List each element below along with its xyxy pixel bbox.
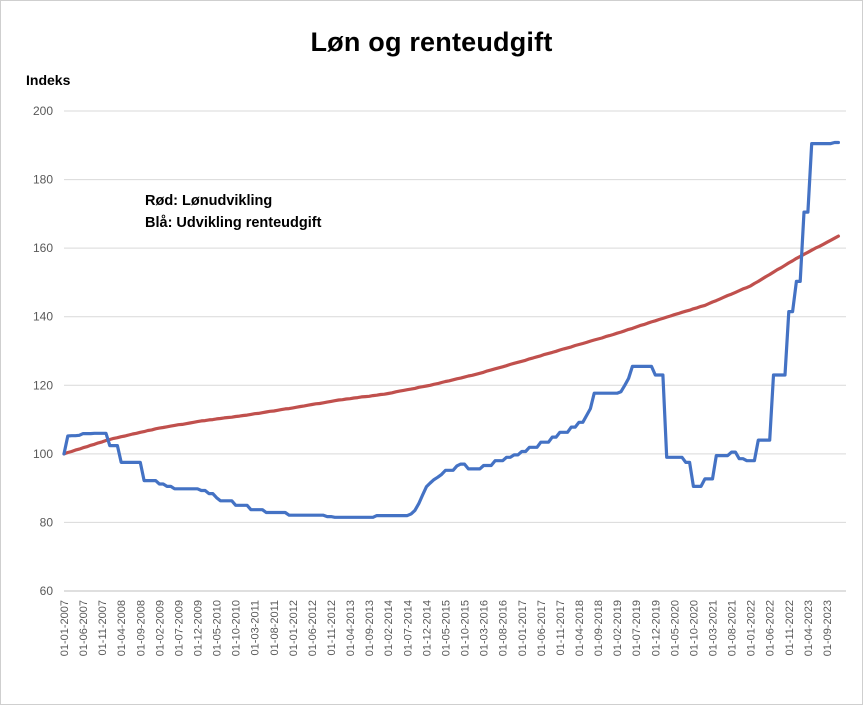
x-tick-label: 01-10-2020	[688, 600, 700, 656]
x-tick-label: 01-12-2009	[193, 600, 205, 656]
x-tick-label: 01-06-2022	[765, 600, 777, 656]
x-tick-label: 01-01-2012	[288, 600, 300, 656]
y-tick-label: 100	[33, 447, 53, 461]
x-tick-label: 01-06-2007	[78, 600, 90, 656]
x-tick-label: 01-04-2018	[574, 600, 586, 656]
y-tick-label: 120	[33, 378, 53, 392]
x-tick-label: 01-01-2022	[746, 600, 758, 656]
x-tick-label: 01-10-2015	[460, 600, 472, 656]
x-tick-label: 01-08-2011	[269, 600, 281, 655]
y-axis-tick-labels: 60 80 100 120 140 160 180 200	[33, 104, 53, 598]
y-tick-label: 160	[33, 241, 53, 255]
x-tick-label: 01-07-2019	[631, 600, 643, 656]
x-tick-label: 01-11-2017	[555, 600, 567, 655]
y-axis-unit-label: Indeks	[26, 72, 71, 88]
x-tick-label: 01-05-2020	[669, 600, 681, 656]
x-tick-label: 01-08-2016	[498, 600, 510, 656]
x-tick-label: 01-12-2014	[421, 600, 433, 656]
x-tick-label: 01-01-2017	[517, 600, 529, 656]
x-tick-label: 01-05-2015	[440, 600, 452, 656]
x-tick-label: 01-02-2019	[612, 600, 624, 656]
x-tick-label: 01-07-2009	[173, 600, 185, 656]
gridlines	[64, 110, 846, 592]
legend-annotation-line-blue: Blå: Udvikling renteudgift	[145, 215, 322, 231]
x-tick-label: 01-09-2013	[364, 600, 376, 656]
x-tick-label: 01-12-2019	[650, 600, 662, 656]
series-line-udvikling-renteudgift	[62, 140, 841, 519]
x-tick-label: 01-11-2007	[97, 600, 109, 655]
y-tick-label: 140	[33, 310, 53, 324]
x-tick-label: 01-11-2022	[784, 600, 796, 655]
legend-annotation-line-red: Rød: Lønudvikling	[145, 193, 273, 209]
x-tick-label: 01-05-2010	[212, 600, 224, 656]
x-tick-label: 01-09-2023	[822, 600, 834, 656]
x-tick-label: 01-04-2013	[345, 600, 357, 656]
x-tick-label: 01-02-2009	[154, 600, 166, 656]
x-tick-label: 01-06-2017	[536, 600, 548, 656]
legend-annotation: Rød: Lønudvikling Blå: Udvikling renteud…	[145, 190, 321, 234]
x-tick-label: 01-08-2021	[727, 600, 739, 656]
x-tick-label: 01-03-2021	[707, 600, 719, 656]
x-tick-label: 01-03-2011	[250, 600, 262, 655]
x-tick-label: 01-06-2012	[307, 600, 319, 656]
chart-title: Løn og renteudgift	[310, 27, 553, 57]
x-tick-label: 01-09-2008	[135, 600, 147, 656]
y-tick-label: 180	[33, 173, 53, 187]
x-axis-tick-labels: 01-01-2007 01-06-2007 01-11-2007 01-04-2008…	[59, 600, 834, 656]
x-tick-label: 01-10-2010	[231, 600, 243, 656]
x-tick-label: 01-03-2016	[479, 600, 491, 656]
x-tick-label: 01-09-2018	[593, 600, 605, 656]
x-tick-label: 01-01-2007	[59, 600, 71, 656]
x-tick-label: 01-02-2014	[383, 600, 395, 656]
y-tick-label: 60	[40, 584, 54, 598]
x-tick-label: 01-07-2014	[402, 600, 414, 656]
y-tick-label: 200	[33, 104, 53, 118]
x-tick-label: 01-04-2023	[803, 600, 815, 656]
y-tick-label: 80	[40, 515, 54, 529]
x-tick-label: 01-04-2008	[116, 600, 128, 656]
series-line-l-nudvikling	[62, 234, 841, 456]
x-tick-label: 01-11-2012	[326, 600, 338, 655]
